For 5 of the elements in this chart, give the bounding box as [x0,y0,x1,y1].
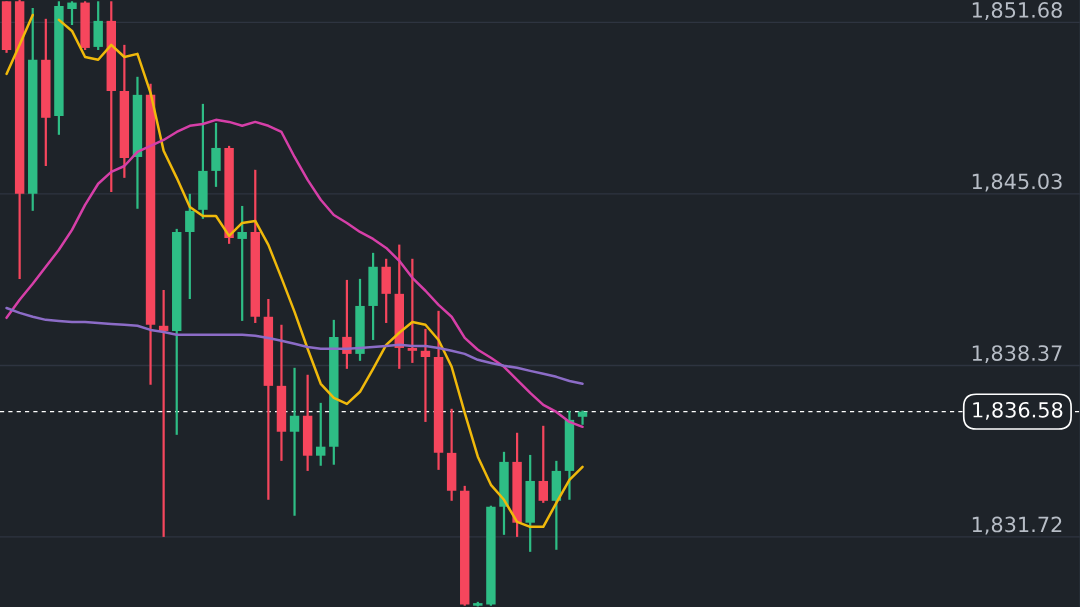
y-tick-label: 1,851.68 [972,2,1062,20]
y-tick-label: 1,845.03 [972,173,1062,192]
y-tick-label: 1,838.37 [972,345,1062,364]
y-tick-label: 1,831.72 [972,516,1062,535]
ref-line-label: 1,836.58 [973,401,1063,420]
